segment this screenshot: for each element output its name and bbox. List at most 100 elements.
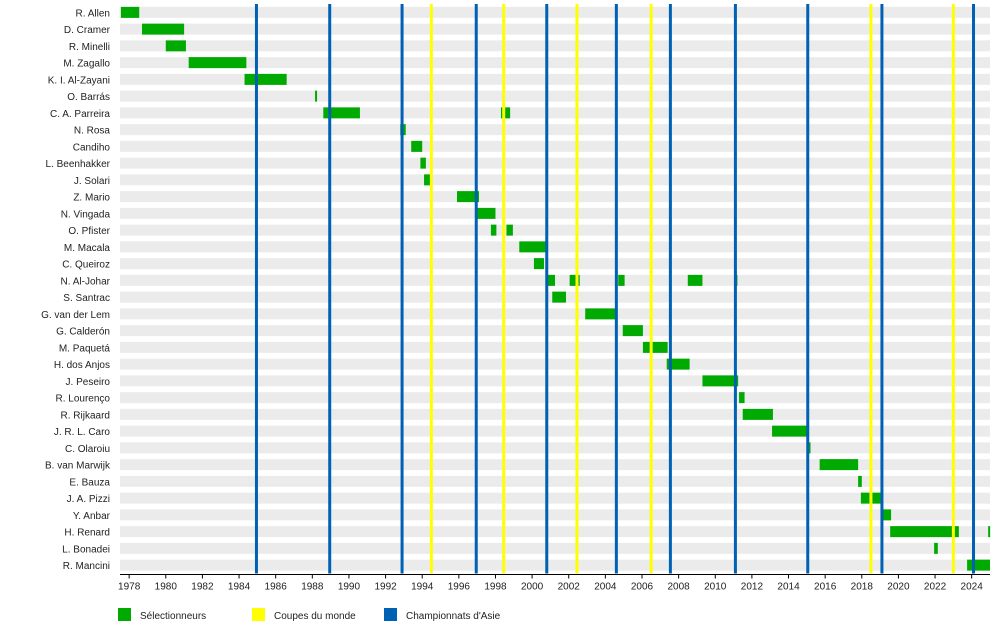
asian-cup-line (972, 4, 976, 574)
coach-label: R. Rijkaard (61, 410, 110, 421)
row-stripe (120, 40, 990, 52)
row-stripe (120, 375, 990, 387)
row-stripe (120, 459, 990, 471)
row-stripe (120, 157, 990, 169)
tenure-bar (141, 23, 185, 35)
world-cup-line (429, 4, 433, 574)
tenure-bar (569, 274, 580, 286)
row-stripe (120, 207, 990, 219)
tenure-bar (890, 526, 959, 538)
row-stripe (120, 526, 990, 538)
tenure-bar (188, 57, 247, 69)
tenure-bar (642, 341, 668, 353)
row-stripe (120, 425, 990, 437)
coach-label: D. Cramer (64, 25, 111, 36)
tenure-bar (702, 375, 739, 387)
row-stripe (120, 408, 990, 420)
x-tick-label: 1986 (265, 582, 288, 593)
coach-label: C. Olaroiu (65, 444, 110, 455)
coach-label: M. Zagallo (63, 59, 110, 70)
row-stripe (120, 6, 990, 18)
coach-label: R. Allen (76, 8, 110, 19)
x-tick-label: 2008 (668, 582, 691, 593)
x-tick-label: 1990 (338, 582, 361, 593)
coach-label: J. Peseiro (66, 377, 111, 388)
tenure-bar (666, 358, 690, 370)
row-stripe (120, 542, 990, 554)
tenure-bar (858, 475, 862, 487)
legend-label: Sélectionneurs (140, 611, 206, 622)
asian-cup-line (474, 4, 478, 574)
row-stripe (120, 258, 990, 270)
row-stripe (120, 475, 990, 487)
world-cup-line (649, 4, 653, 574)
tenure-bar (519, 241, 547, 253)
row-stripe (120, 191, 990, 203)
x-axis: 1978 1980 1982 1984 1986 1988 1990 1992 1994 1996… (118, 574, 990, 593)
asian-cup-line (668, 4, 672, 574)
x-tick-label: 2012 (741, 582, 764, 593)
asian-cup-line (545, 4, 549, 574)
tenure-bar (934, 542, 938, 554)
coach-label: G. van der Lem (41, 310, 110, 321)
tournament-lines (254, 4, 976, 574)
coach-label: E. Bauza (69, 477, 110, 488)
tenure-bar (477, 207, 496, 219)
coach-label: Candiho (73, 142, 111, 153)
row-stripe (120, 492, 990, 504)
tenure-bar (165, 40, 186, 52)
row-stripe (120, 57, 990, 69)
coach-label: B. van Marwijk (45, 461, 111, 472)
tenure-bar (315, 90, 318, 102)
x-tick-label: 2006 (631, 582, 654, 593)
row-stripe (120, 73, 990, 85)
tenure-bar (547, 274, 555, 286)
tenure-bar (988, 526, 991, 538)
tenure-bar (490, 224, 497, 236)
row-stripe (120, 241, 990, 253)
x-tick-label: 2004 (594, 582, 617, 593)
coach-label: G. Calderón (56, 327, 110, 338)
row-stripe (120, 509, 990, 521)
row-stripe (120, 442, 990, 454)
legend: Sélectionneurs Coupes du monde Championnat… (118, 608, 501, 622)
x-tick-label: 2010 (704, 582, 727, 593)
coach-label: H. dos Anjos (54, 360, 110, 371)
asian-cup-line (254, 4, 258, 574)
tenure-bar (424, 174, 432, 186)
x-tick-label: 1988 (301, 582, 324, 593)
coach-label: Y. Anbar (73, 511, 111, 522)
legend-label: Championnats d'Asie (406, 611, 501, 622)
x-tick-label: 1996 (448, 582, 471, 593)
tenure-bar (687, 274, 703, 286)
x-tick-label: 1994 (411, 582, 434, 593)
asian-cup-line (328, 4, 332, 574)
world-cup-line (575, 4, 579, 574)
row-stripe (120, 325, 990, 337)
coach-label: R. Minelli (69, 42, 110, 53)
coach-label: H. Renard (64, 528, 110, 539)
x-tick-label: 2000 (521, 582, 544, 593)
tenure-bar (533, 258, 545, 270)
x-tick-label: 1998 (484, 582, 507, 593)
asian-cup-line (880, 4, 884, 574)
x-tick-label: 2002 (558, 582, 581, 593)
coach-label: N. Al-Johar (61, 276, 111, 287)
legend-swatch (252, 608, 265, 621)
tenure-bar (585, 308, 618, 320)
row-stripe (120, 224, 990, 236)
tenure-bar (457, 191, 479, 203)
coach-label: J. A. Pizzi (67, 494, 110, 505)
x-tick-label: 1982 (191, 582, 214, 593)
row-stripe (120, 140, 990, 152)
coach-label: N. Vingada (61, 209, 111, 220)
row-stripe (120, 90, 990, 102)
coach-label: O. Barrás (67, 92, 110, 103)
coach-label: C. A. Parreira (50, 109, 110, 120)
x-tick-label: 1978 (118, 582, 141, 593)
coach-label: J. R. L. Caro (54, 427, 111, 438)
tenure-bar (506, 224, 513, 236)
legend-swatch (384, 608, 397, 621)
x-tick-label: 1980 (155, 582, 178, 593)
